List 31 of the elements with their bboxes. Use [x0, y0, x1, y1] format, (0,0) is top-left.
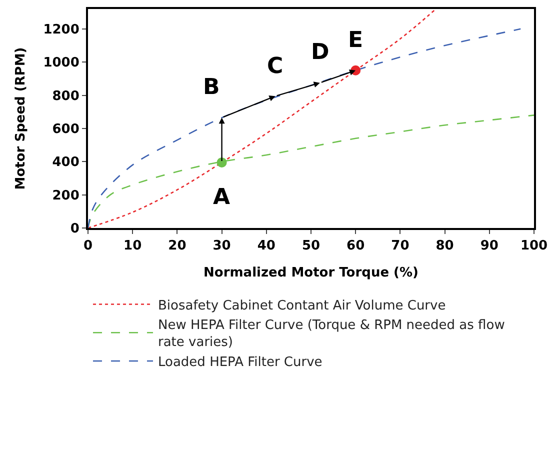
y-tick-label: 1200 — [43, 22, 80, 38]
y-axis-title: Motor Speed (RPM) — [14, 47, 29, 190]
annotation: B — [203, 75, 220, 100]
x-tick-label: 10 — [124, 238, 142, 254]
line-series — [88, 9, 437, 228]
annotation: D — [311, 40, 330, 65]
annotation: C — [267, 54, 284, 79]
x-tick-label: 80 — [436, 238, 454, 254]
y-tick-label: 800 — [52, 88, 80, 104]
legend-label: Loaded HEPA Filter Curve — [158, 355, 322, 370]
y-tick-label: 1000 — [43, 56, 80, 71]
y-tick-label: 600 — [52, 122, 80, 137]
legend-label: New HEPA Filter Curve (Torque & RPM needed as flow rate varies) — [158, 318, 506, 350]
x-tick-label: 100 — [520, 238, 548, 254]
x-tick-label: 40 — [257, 238, 276, 254]
x-tick-label: 30 — [212, 238, 231, 254]
x-tick-label: 70 — [391, 238, 410, 254]
y-tick-label: 0 — [70, 222, 80, 237]
y-tick-label: 400 — [52, 155, 80, 170]
x-axis-title: Normalized Motor Torque (%) — [204, 266, 418, 281]
y-tick-label: 200 — [52, 188, 80, 204]
annotation: E — [348, 28, 364, 53]
legend-label: Biosafety Cabinet Contant Air Volume Curve — [158, 298, 446, 314]
x-tick-label: 20 — [168, 238, 186, 254]
line-series — [88, 28, 522, 228]
x-tick-label: 0 — [83, 238, 93, 254]
line-series — [88, 114, 534, 228]
x-tick-label: 60 — [346, 238, 365, 254]
annotation: A — [213, 185, 230, 210]
x-tick-label: 90 — [480, 238, 498, 254]
x-tick-label: 50 — [302, 238, 320, 254]
